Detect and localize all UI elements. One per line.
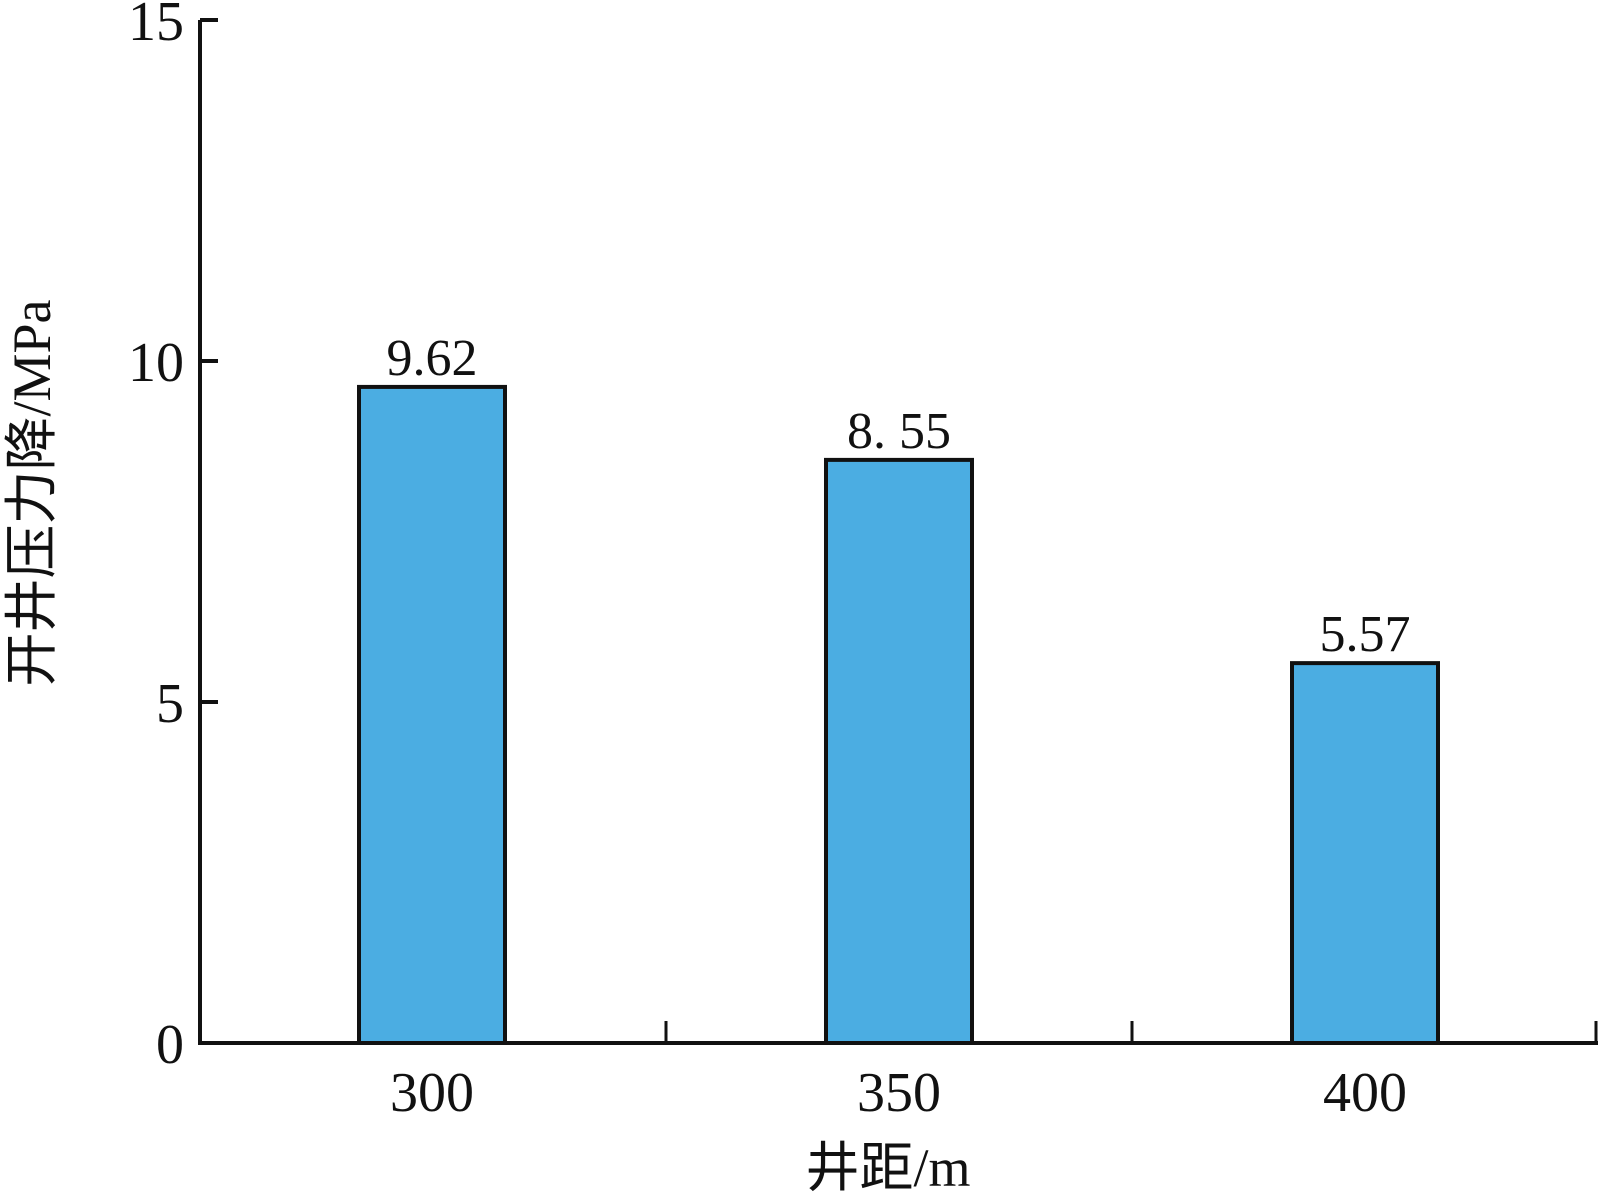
y-tick-label: 10 [128, 332, 184, 394]
x-axis-title: 井距/m [805, 1138, 970, 1194]
y-tick-label: 0 [156, 1014, 184, 1076]
bar-350 [824, 457, 974, 1045]
value-label-350: 8. 55 [847, 403, 951, 460]
x-tick-label-400: 400 [1323, 1062, 1407, 1124]
bar-400 [1290, 661, 1440, 1045]
x-tick-label-300: 300 [390, 1062, 474, 1124]
labels-group: 0 5 10 15 9.62 300 8. 55 350 5.57 400 [128, 0, 1411, 1124]
y-tick-label: 5 [156, 673, 184, 735]
value-label-300: 9.62 [387, 330, 478, 387]
y-axis-title: 开井压力降/MPa [2, 299, 62, 686]
y-tick-label: 15 [128, 0, 184, 53]
bar-300 [357, 384, 507, 1045]
bars-group [357, 384, 1440, 1045]
x-tick-label-350: 350 [857, 1062, 941, 1124]
value-label-400: 5.57 [1320, 606, 1411, 663]
